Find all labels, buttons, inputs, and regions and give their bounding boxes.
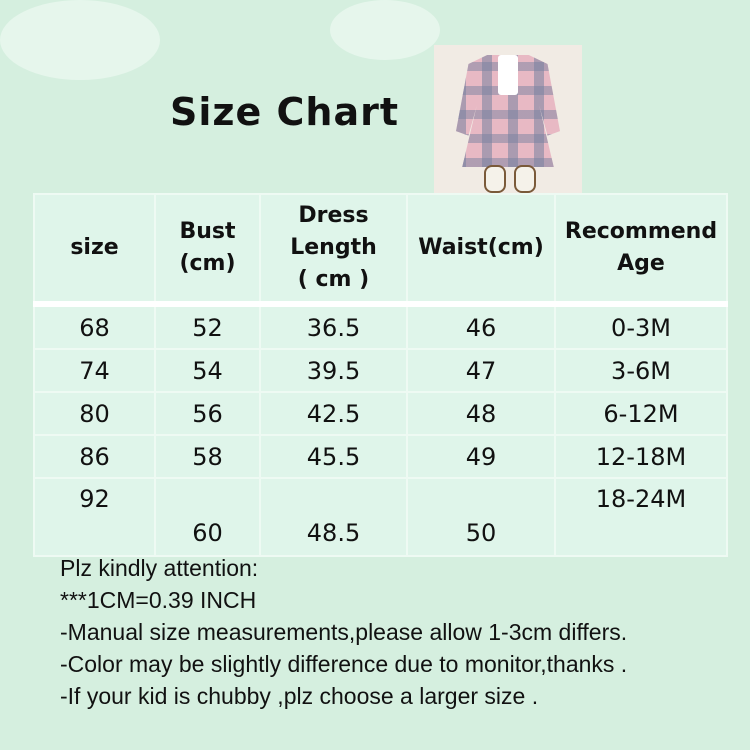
column-header: Dress Length ( cm ) (259, 193, 408, 307)
background-cloud (330, 0, 440, 60)
table-row: 68 52 36.5 46 0-3M (33, 303, 728, 350)
table-cell: 47 (406, 348, 556, 393)
background-cloud (0, 0, 160, 80)
table-row: 92 60 48.5 50 18-24M (33, 477, 728, 557)
table-cell: 18-24M (554, 477, 728, 557)
column-header: size (33, 193, 156, 307)
dress-collar (498, 55, 518, 95)
table-cell: 12-18M (554, 434, 728, 479)
note-line: -Color may be slightly difference due to… (60, 651, 628, 677)
product-photo (434, 45, 582, 193)
column-header: Recommend Age (554, 193, 728, 307)
table-cell: 74 (33, 348, 156, 393)
note-line: -Manual size measurements,please allow 1… (60, 619, 628, 645)
note-line: ***1CM=0.39 INCH (60, 587, 257, 613)
shoe-icon (484, 165, 506, 193)
table-cell: 92 (33, 477, 156, 557)
table-cell: 46 (406, 303, 556, 350)
table-cell: 36.5 (259, 303, 408, 350)
table-cell: 80 (33, 391, 156, 436)
table-cell: 50 (406, 477, 556, 557)
column-header: Bust (cm) (154, 193, 261, 307)
note-line: Plz kindly attention: (60, 555, 259, 581)
table-header-row: size Bust (cm) Dress Length ( cm ) Waist(cm… (33, 193, 728, 307)
shoe-icon (514, 165, 536, 193)
table-row: 74 54 39.5 47 3-6M (33, 348, 728, 393)
column-header: Waist(cm) (406, 193, 556, 307)
note-line: -If your kid is chubby ,plz choose a lar… (60, 683, 539, 709)
table-cell: 45.5 (259, 434, 408, 479)
table-cell: 52 (154, 303, 261, 350)
table-cell: 0-3M (554, 303, 728, 350)
notes: Plz kindly attention: ***1CM=0.39 INCH -… (60, 552, 730, 712)
table-cell: 42.5 (259, 391, 408, 436)
table-row: 80 56 42.5 48 6-12M (33, 391, 728, 436)
table-row: 86 58 45.5 49 12-18M (33, 434, 728, 479)
table-cell: 54 (154, 348, 261, 393)
table-cell: 48 (406, 391, 556, 436)
page-title: Size Chart (170, 90, 400, 134)
table-cell: 39.5 (259, 348, 408, 393)
table-cell: 60 (154, 477, 261, 557)
table-cell: 6-12M (554, 391, 728, 436)
table-cell: 56 (154, 391, 261, 436)
table-cell: 86 (33, 434, 156, 479)
table-cell: 68 (33, 303, 156, 350)
table-cell: 49 (406, 434, 556, 479)
table-cell: 58 (154, 434, 261, 479)
table-cell: 48.5 (259, 477, 408, 557)
table-cell: 3-6M (554, 348, 728, 393)
size-table: size Bust (cm) Dress Length ( cm ) Waist(cm… (33, 193, 728, 557)
